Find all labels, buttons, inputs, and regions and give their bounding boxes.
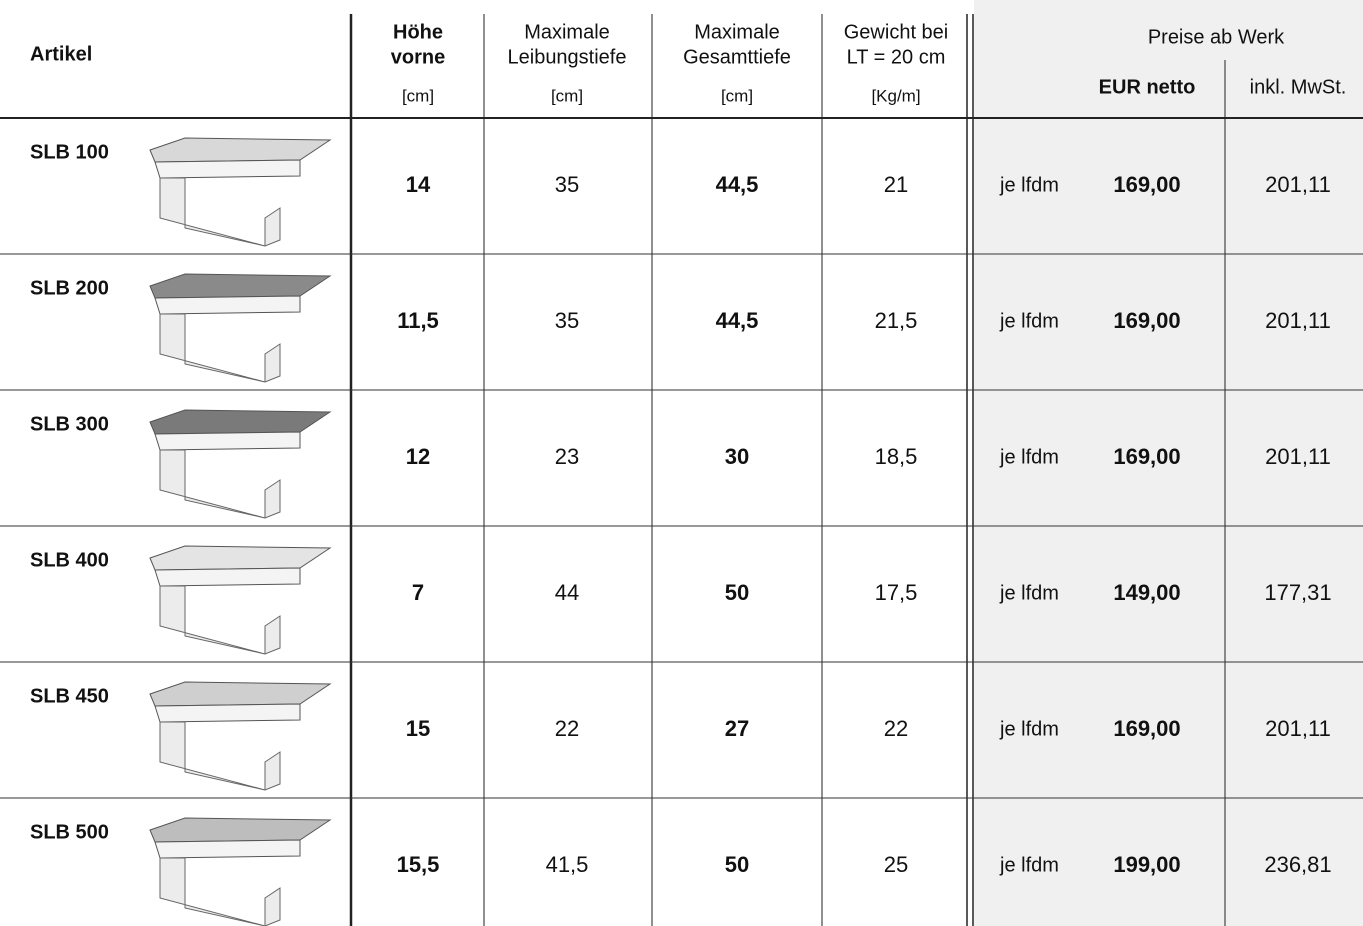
cell-brutto: 201,11	[1265, 716, 1331, 741]
header-text: Gesamttiefe	[683, 46, 791, 68]
cell-leibungstiefe: 35	[555, 308, 579, 333]
product-top	[149, 817, 332, 843]
grid	[0, 14, 1363, 926]
product-front	[154, 703, 301, 723]
product-body	[159, 177, 281, 247]
cell-netto: 149,00	[1113, 580, 1180, 605]
header-unit: [cm]	[721, 86, 753, 105]
cell-netto: 169,00	[1113, 308, 1180, 333]
product-image	[149, 273, 332, 383]
header-text: Leibungstiefe	[508, 46, 627, 68]
price-background	[974, 0, 1363, 926]
cell-gewicht: 17,5	[875, 580, 918, 605]
cell-gesamttiefe: 27	[725, 716, 749, 741]
header-text: LT = 20 cm	[847, 46, 946, 68]
cell-leibungstiefe: 22	[555, 716, 579, 741]
product-front	[154, 431, 301, 451]
header-preise: Preise ab Werk	[1148, 26, 1285, 48]
cell-brutto: 201,11	[1265, 172, 1331, 197]
cell-leibungstiefe: 44	[555, 580, 579, 605]
header-inkl-mwst: inkl. MwSt.	[1250, 76, 1347, 98]
header-text: Gewicht bei	[844, 21, 949, 43]
article-name: SLB 300	[30, 413, 109, 435]
header-unit: [cm]	[402, 86, 434, 105]
product-front	[154, 159, 301, 179]
product-body	[159, 313, 281, 383]
product-body	[159, 857, 281, 926]
header-artikel: Artikel	[30, 43, 92, 65]
article-name: SLB 450	[30, 685, 109, 707]
product-image	[149, 817, 332, 926]
cell-gewicht: 21	[884, 172, 908, 197]
cell-gewicht: 21,5	[875, 308, 918, 333]
cell-brutto: 236,81	[1264, 852, 1331, 877]
cell-einheit: je lfdm	[999, 854, 1059, 876]
product-top	[149, 137, 332, 163]
cell-gewicht: 25	[884, 852, 908, 877]
cell-hoehe: 12	[406, 444, 430, 469]
product-body	[159, 449, 281, 519]
cell-brutto: 177,31	[1264, 580, 1331, 605]
header-text: Höhe	[393, 21, 443, 43]
cell-netto: 169,00	[1113, 172, 1180, 197]
article-name: SLB 100	[30, 141, 109, 163]
cell-einheit: je lfdm	[999, 446, 1059, 468]
cell-netto: 169,00	[1113, 444, 1180, 469]
header-text: Maximale	[524, 21, 610, 43]
cell-brutto: 201,11	[1265, 444, 1331, 469]
product-front	[154, 567, 301, 587]
product-body	[159, 585, 281, 655]
product-image	[149, 137, 332, 247]
cell-einheit: je lfdm	[999, 310, 1059, 332]
header-eur-netto: EUR netto	[1099, 76, 1196, 98]
cell-gewicht: 22	[884, 716, 908, 741]
header-unit: [Kg/m]	[871, 86, 920, 105]
product-top	[149, 681, 332, 707]
cell-einheit: je lfdm	[999, 174, 1059, 196]
cell-hoehe: 7	[412, 580, 424, 605]
article-name: SLB 500	[30, 821, 109, 843]
product-image	[149, 545, 332, 655]
cell-hoehe: 15	[406, 716, 430, 741]
cell-leibungstiefe: 23	[555, 444, 579, 469]
cell-gesamttiefe: 50	[725, 580, 749, 605]
product-top	[149, 545, 332, 571]
cell-hoehe: 11,5	[397, 308, 439, 333]
product-front	[154, 295, 301, 315]
cell-gesamttiefe: 50	[725, 852, 749, 877]
cell-hoehe: 15,5	[397, 852, 440, 877]
cell-gesamttiefe: 30	[725, 444, 749, 469]
product-image	[149, 681, 332, 791]
cell-brutto: 201,11	[1265, 308, 1331, 333]
cell-einheit: je lfdm	[999, 718, 1059, 740]
product-top	[149, 409, 332, 435]
cell-gewicht: 18,5	[875, 444, 918, 469]
product-image	[149, 409, 332, 519]
cell-netto: 199,00	[1113, 852, 1180, 877]
cell-leibungstiefe: 41,5	[546, 852, 589, 877]
article-name: SLB 400	[30, 549, 109, 571]
header-text: vorne	[391, 46, 445, 68]
article-name: SLB 200	[30, 277, 109, 299]
cell-gesamttiefe: 44,5	[716, 308, 759, 333]
product-body	[159, 721, 281, 791]
cell-hoehe: 14	[406, 172, 431, 197]
cell-gesamttiefe: 44,5	[716, 172, 759, 197]
cell-leibungstiefe: 35	[555, 172, 579, 197]
product-top	[149, 273, 332, 299]
product-front	[154, 839, 301, 859]
header-unit: [cm]	[551, 86, 583, 105]
header-text: Maximale	[694, 21, 780, 43]
cell-einheit: je lfdm	[999, 582, 1059, 604]
cell-netto: 169,00	[1113, 716, 1180, 741]
